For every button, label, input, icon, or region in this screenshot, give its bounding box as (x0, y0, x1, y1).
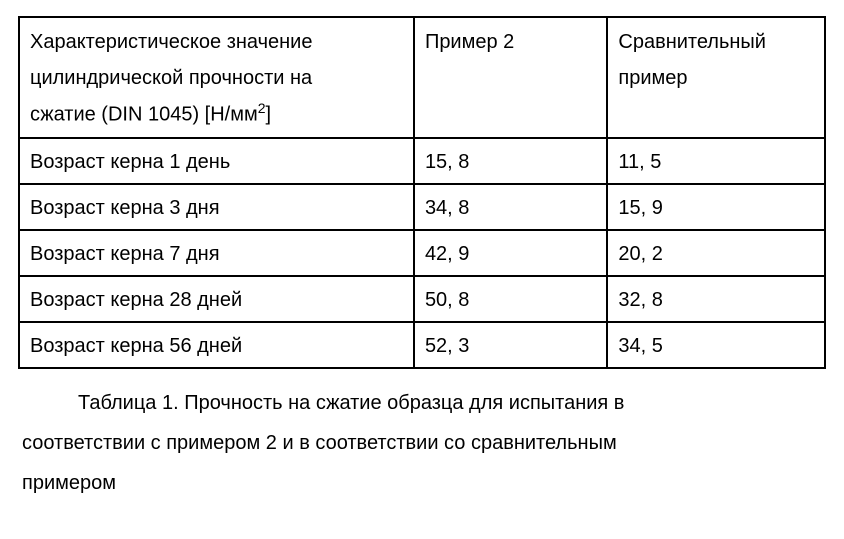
table-header-row: Характеристическое значение цилиндрическ… (19, 17, 825, 138)
table-row: Возраст керна 28 дней50, 832, 8 (19, 276, 825, 322)
row-value-comparative: 15, 9 (607, 184, 825, 230)
header-sup: 2 (258, 100, 266, 116)
row-value-comparative: 20, 2 (607, 230, 825, 276)
row-value-example2: 34, 8 (414, 184, 607, 230)
data-table: Характеристическое значение цилиндрическ… (18, 16, 826, 369)
header-text: цилиндрической прочности на (30, 67, 312, 89)
row-value-example2: 42, 9 (414, 230, 607, 276)
row-value-comparative: 11, 5 (607, 138, 825, 184)
row-label: Возраст керна 3 дня (19, 184, 414, 230)
table-row: Возраст керна 3 дня34, 815, 9 (19, 184, 825, 230)
header-cell-example2: Пример 2 (414, 17, 607, 138)
row-value-example2: 15, 8 (414, 138, 607, 184)
row-value-example2: 50, 8 (414, 276, 607, 322)
table-row: Возраст керна 7 дня42, 920, 2 (19, 230, 825, 276)
row-value-example2: 52, 3 (414, 322, 607, 368)
table-row: Возраст керна 1 день15, 811, 5 (19, 138, 825, 184)
row-label: Возраст керна 7 дня (19, 230, 414, 276)
caption-line: примером (22, 472, 116, 494)
caption-line: соответствии с примером 2 и в соответств… (22, 432, 617, 454)
row-value-comparative: 32, 8 (607, 276, 825, 322)
header-cell-comparative: Сравнительный пример (607, 17, 825, 138)
header-text: ] (266, 104, 272, 126)
row-label: Возраст керна 56 дней (19, 322, 414, 368)
row-label: Возраст керна 28 дней (19, 276, 414, 322)
table-caption: Таблица 1. Прочность на сжатие образца д… (18, 383, 826, 503)
row-value-comparative: 34, 5 (607, 322, 825, 368)
caption-line: Таблица 1. Прочность на сжатие образца д… (22, 383, 624, 423)
header-cell-characteristic: Характеристическое значение цилиндрическ… (19, 17, 414, 138)
header-text: сжатие (DIN 1045) [Н/мм (30, 104, 258, 126)
header-text: Пример 2 (425, 31, 514, 53)
table-row: Возраст керна 56 дней52, 334, 5 (19, 322, 825, 368)
row-label: Возраст керна 1 день (19, 138, 414, 184)
header-text: Сравнительный (618, 31, 766, 53)
header-text: пример (618, 67, 687, 89)
header-text: Характеристическое значение (30, 31, 312, 53)
